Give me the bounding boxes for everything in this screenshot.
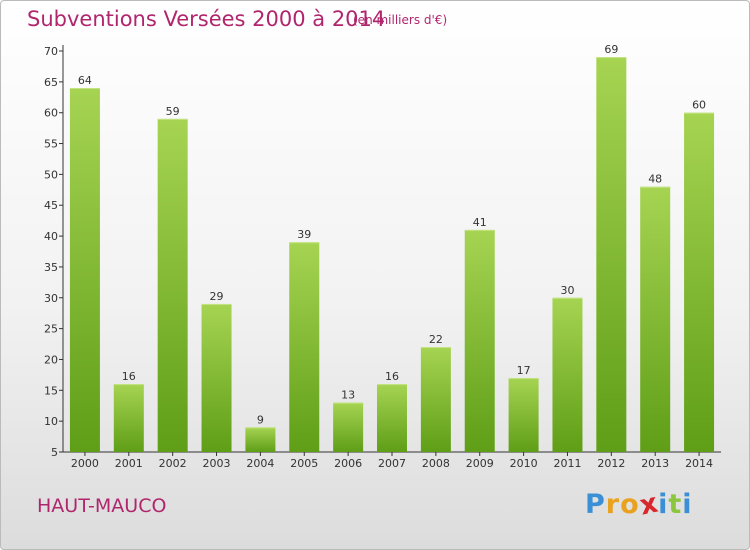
bar	[113, 384, 144, 452]
bar	[552, 297, 583, 452]
bar	[596, 57, 627, 453]
data-label: 22	[429, 333, 443, 346]
bar	[508, 377, 539, 452]
logo-letter: t	[668, 489, 683, 520]
data-label: 29	[210, 290, 224, 303]
y-tick-label: 70	[44, 45, 58, 58]
y-tick-label: 65	[44, 76, 58, 89]
x-tick-label: 2003	[203, 457, 231, 470]
chart-title: Subventions Versées 2000 à 2014	[27, 7, 386, 31]
data-label: 30	[560, 284, 574, 297]
data-label: 59	[166, 105, 180, 118]
chart-data-labels: 64 16 59 29 9 39 13 16 22 41 17 30 69 48 60	[78, 43, 706, 426]
bar	[69, 88, 100, 452]
bar	[464, 229, 495, 452]
x-tick-label: 2008	[422, 457, 450, 470]
data-label: 9	[257, 413, 264, 426]
y-tick-label: 5	[51, 446, 58, 459]
x-tick-label: 2002	[159, 457, 187, 470]
x-tick-label: 2010	[510, 457, 538, 470]
data-label: 48	[648, 173, 662, 186]
bar	[420, 347, 451, 452]
data-label: 41	[473, 216, 487, 229]
data-label: 17	[517, 364, 531, 377]
bar	[333, 402, 364, 452]
bar	[201, 303, 232, 452]
commune-name: HAUT-MAUCO	[37, 495, 167, 517]
y-tick-label: 50	[44, 168, 58, 181]
x-tick-label: 2000	[71, 457, 99, 470]
logo-letter: i	[658, 489, 669, 520]
data-label: 64	[78, 74, 92, 87]
logo-letter: o	[620, 489, 640, 520]
x-tick-label: 2014	[685, 457, 713, 470]
proxiti-logo: Proxiti	[585, 487, 693, 521]
y-tick-label: 60	[44, 107, 58, 120]
chart-subtitle: (en milliers d'€)	[353, 13, 448, 27]
data-label: 69	[604, 43, 618, 56]
x-tick-label: 2012	[597, 457, 625, 470]
data-label: 60	[692, 99, 706, 112]
logo-letter: r	[605, 489, 621, 520]
y-tick-label: 25	[44, 323, 58, 336]
y-tick-label: 45	[44, 199, 58, 212]
x-tick-label: 2001	[115, 457, 143, 470]
y-tick-label: 55	[44, 138, 58, 151]
y-tick-label: 15	[44, 384, 58, 397]
y-tick-label: 35	[44, 261, 58, 274]
x-tick-label: 2007	[378, 457, 406, 470]
data-label: 16	[122, 370, 136, 383]
x-tick-label: 2009	[466, 457, 494, 470]
y-tick-label: 20	[44, 353, 58, 366]
y-tick-label: 40	[44, 230, 58, 243]
bar	[640, 186, 671, 452]
x-tick-label: 2005	[290, 457, 318, 470]
logo-letter: i	[682, 489, 693, 520]
bar	[245, 427, 276, 452]
bar	[684, 112, 715, 452]
x-tick-label: 2013	[641, 457, 669, 470]
chart-axes: 5 10 15 20 25 30 35 40 45 50 55 60 65 70 2000 2001 2002 2…	[44, 45, 721, 470]
data-label: 13	[341, 389, 355, 402]
x-tick-label: 2004	[246, 457, 274, 470]
x-tick-label: 2006	[334, 457, 362, 470]
bar	[157, 118, 188, 452]
y-tick-label: 10	[44, 415, 58, 428]
bar	[377, 384, 407, 452]
data-label: 16	[385, 370, 399, 383]
chart-bars	[69, 57, 715, 453]
logo-letter: P	[585, 489, 606, 520]
data-label: 39	[297, 228, 311, 241]
y-tick-label: 30	[44, 292, 58, 305]
bar	[289, 242, 320, 452]
x-tick-label: 2011	[553, 457, 581, 470]
